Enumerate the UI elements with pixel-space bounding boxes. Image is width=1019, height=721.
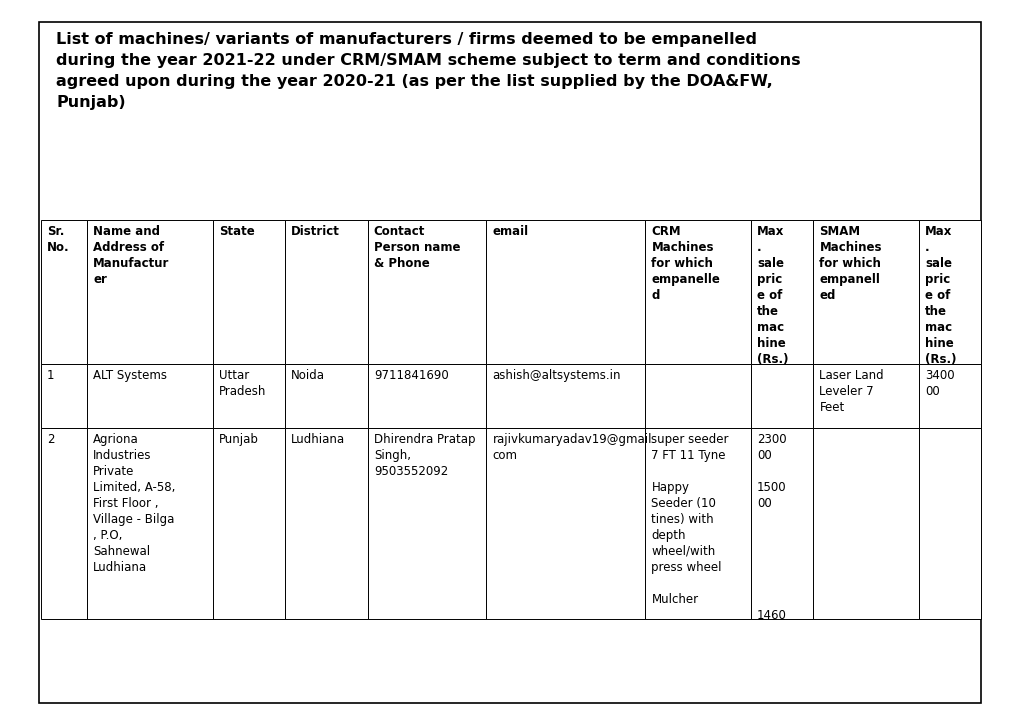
Bar [645,364,750,428]
Text: Noida: Noida [291,369,325,382]
Text: Agriona
Industries
Private
Limited, A-58,
First Floor ,
Village - Bilga
, P.O,
S: Agriona Industries Private Limited, A-58… [93,433,175,574]
Text: 1: 1 [47,369,54,382]
Text: District: District [291,225,340,238]
Bar [812,428,918,619]
Bar [750,364,812,428]
Text: SMAM
Machines
for which
empanell
ed: SMAM Machines for which empanell ed [818,225,881,302]
Bar [645,220,750,364]
Text: ashish@altsystems.in: ashish@altsystems.in [492,369,621,382]
Text: Sr.
No.: Sr. No. [47,225,69,254]
Text: Max
.
sale
pric
e of
the
mac
hine
(Rs.): Max . sale pric e of the mac hine (Rs.) [924,225,956,366]
Bar [285,364,367,428]
Bar [645,428,750,619]
Text: super seeder
7 FT 11 Tyne

Happy
Seeder (10
tines) with
depth
wheel/with
press w: super seeder 7 FT 11 Tyne Happy Seeder (… [651,433,729,606]
Bar [367,364,486,428]
Bar [367,428,486,619]
Text: rajivkumaryadav19@gmail.
com: rajivkumaryadav19@gmail. com [492,433,655,461]
Bar [87,220,213,364]
Bar [87,364,213,428]
Bar [918,220,980,364]
Text: Punjab: Punjab [219,433,259,446]
Bar [750,428,812,619]
Text: ALT Systems: ALT Systems [93,369,167,382]
Bar [213,428,285,619]
Bar [41,220,87,364]
Bar [918,364,980,428]
Bar [486,364,645,428]
Bar [918,428,980,619]
Text: Max
.
sale
pric
e of
the
mac
hine
(Rs.): Max . sale pric e of the mac hine (Rs.) [756,225,788,366]
Bar [41,364,87,428]
Text: Uttar
Pradesh: Uttar Pradesh [219,369,266,398]
Bar [285,220,367,364]
Bar [812,364,918,428]
Text: 3400
00: 3400 00 [924,369,954,398]
Text: 2: 2 [47,433,54,446]
Bar [213,220,285,364]
Text: State: State [219,225,255,238]
Bar [750,220,812,364]
Bar [812,220,918,364]
Bar [41,428,87,619]
Text: Ludhiana: Ludhiana [291,433,345,446]
Bar [486,220,645,364]
Bar [213,364,285,428]
Text: Laser Land
Leveler 7
Feet: Laser Land Leveler 7 Feet [818,369,883,414]
Text: Dhirendra Pratap
Singh,
9503552092: Dhirendra Pratap Singh, 9503552092 [373,433,475,477]
Text: CRM
Machines
for which
empanelle
d: CRM Machines for which empanelle d [651,225,719,302]
Bar [285,428,367,619]
Text: List of machines/ variants of manufacturers / firms deemed to be empanelled
duri: List of machines/ variants of manufactur… [56,32,800,110]
Text: email: email [492,225,528,238]
Bar [87,428,213,619]
Text: 2300
00

1500
00






1460: 2300 00 1500 00 1460 [756,433,786,622]
Text: 9711841690: 9711841690 [373,369,448,382]
Bar [367,220,486,364]
Bar [486,428,645,619]
Text: Name and
Address of
Manufactur
er: Name and Address of Manufactur er [93,225,169,286]
Text: Contact
Person name
& Phone: Contact Person name & Phone [373,225,460,270]
